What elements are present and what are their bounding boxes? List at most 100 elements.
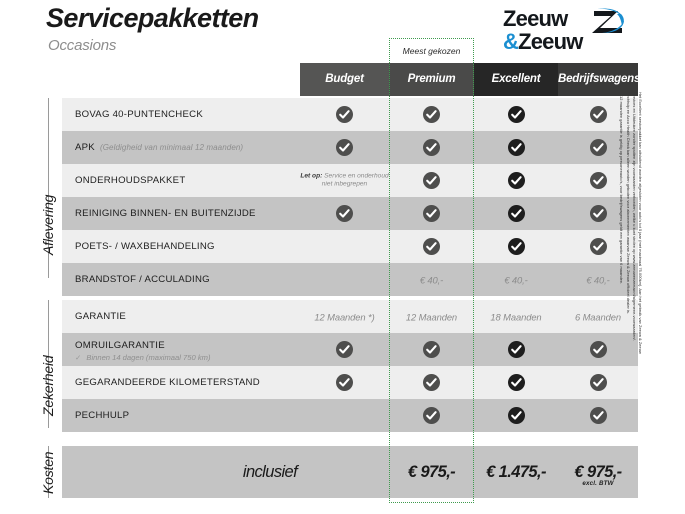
cell-budget: [300, 197, 389, 230]
cell-value: € 40,-: [419, 274, 444, 285]
table-row: REINIGING BINNEN- EN BUITENZIJDE: [62, 197, 638, 230]
check-icon: [336, 205, 353, 222]
check-icon: [336, 374, 353, 391]
section-aflevering: BOVAG 40-PUNTENCHECK APK (Geldigheid van m…: [62, 98, 638, 296]
cell-note: Let op: Service en onderhoud niet inbegr…: [300, 171, 389, 188]
column-header-budget[interactable]: Budget: [300, 63, 389, 96]
cell-excellent: [474, 197, 558, 230]
check-icon: [507, 238, 525, 255]
row-label: APK (Geldigheid van minimaal 12 maanden): [75, 141, 244, 153]
row-label: GARANTIE: [75, 310, 127, 322]
row-label: PECHHULP: [75, 409, 130, 421]
page-subtitle: Occasions: [48, 37, 117, 54]
check-icon: [423, 139, 440, 156]
row-label: BRANDSTOF / ACCULADING: [75, 273, 210, 285]
kosten-band: inclusief € 975,- € 1.475,- € 975,- excl…: [62, 446, 638, 498]
btw-note: excl. BTW: [582, 480, 614, 487]
check-icon: [423, 205, 440, 222]
cell-budget: [300, 263, 389, 296]
column-header-bar: Budget Premium Excellent Bedrijfswagens: [300, 63, 640, 96]
cell-excellent: [474, 399, 558, 432]
cell-premium: € 40,-: [389, 263, 474, 296]
cell-excellent: [474, 333, 558, 366]
price-bedrijfswagens: € 975,-: [574, 463, 622, 481]
check-icon: [423, 238, 440, 255]
logo-line-1: Zeeuw: [503, 6, 568, 31]
check-icon: [423, 106, 440, 123]
cell-bedrijfswagens: [558, 333, 638, 366]
cell-excellent: [474, 230, 558, 263]
logo-line-2: &Zeeuw: [503, 31, 643, 53]
row-label-note: (Geldigheid van minimaal 12 maanden): [99, 142, 244, 152]
row-subline: ✓ Binnen 14 dagen (maximaal 750 km): [75, 353, 211, 362]
section-label-zekerheid: Zekerheid: [40, 355, 56, 416]
price-premium: € 975,-: [407, 463, 456, 481]
cell-value: 12 Maanden *): [314, 311, 375, 322]
check-icon: [423, 341, 440, 358]
table-row: POETS- / WAXBEHANDELING: [62, 230, 638, 263]
row-label: POETS- / WAXBEHANDELING: [75, 240, 215, 252]
cell-premium: [389, 98, 474, 131]
table-row: ONDERHOUDSPAKKET Let op: Service en onder…: [62, 164, 638, 197]
cell-budget: [300, 333, 389, 366]
cell-premium: [389, 333, 474, 366]
cell-budget: [300, 98, 389, 131]
cell-bedrijfswagens: [558, 230, 638, 263]
check-icon: [423, 172, 440, 189]
cell-premium: 12 Maanden: [389, 300, 474, 333]
cell-budget: [300, 366, 389, 399]
price-excellent: € 1.475,-: [486, 463, 546, 481]
check-icon: [589, 139, 607, 156]
check-icon: [507, 407, 525, 424]
page-header: Servicepakketten Occasions Zeeuw &Zeeuw: [0, 0, 685, 60]
check-icon: [507, 172, 525, 189]
cell-premium: [389, 399, 474, 432]
cell-bedrijfswagens: [558, 399, 638, 432]
section-label-aflevering: Aflevering: [40, 194, 56, 255]
check-icon: [423, 407, 440, 424]
cell-excellent: [474, 366, 558, 399]
check-icon: [336, 139, 353, 156]
cell-bedrijfswagens: [558, 164, 638, 197]
cell-bedrijfswagens: [558, 366, 638, 399]
table-row: APK (Geldigheid van minimaal 12 maanden): [62, 131, 638, 164]
side-rule-kosten: [48, 446, 49, 498]
brand-logo: Zeeuw &Zeeuw: [503, 8, 643, 54]
check-icon: [589, 238, 607, 255]
cell-excellent: 18 Maanden: [474, 300, 558, 333]
swoosh-icon: [592, 8, 624, 33]
cell-value: 6 Maanden: [574, 311, 621, 322]
check-icon: [336, 341, 353, 358]
side-rule-zekerheid: [48, 300, 49, 428]
cell-bedrijfswagens: [558, 98, 638, 131]
column-header-bedrijfswagens[interactable]: Bedrijfswagens: [558, 63, 640, 96]
cell-bedrijfswagens: 6 Maanden: [558, 300, 638, 333]
cell-bedrijfswagens: [558, 197, 638, 230]
row-label: GEGARANDEERDE KILOMETERSTAND: [75, 376, 260, 388]
table-row: BOVAG 40-PUNTENCHECK: [62, 98, 638, 131]
check-icon: [507, 341, 525, 358]
cell-premium: [389, 230, 474, 263]
table-row: PECHHULP: [62, 399, 638, 432]
check-icon: [589, 407, 607, 424]
cell-premium: [389, 131, 474, 164]
table-row: BRANDSTOF / ACCULADING € 40,- € 40,- € 40,-: [62, 263, 638, 296]
column-header-excellent[interactable]: Excellent: [474, 63, 558, 96]
check-icon: [507, 374, 525, 391]
cell-premium: [389, 197, 474, 230]
check-icon: [507, 139, 525, 156]
fine-print: Het Excellent servicepakket kan uitsluit…: [618, 92, 643, 492]
cell-bedrijfswagens: [558, 131, 638, 164]
section-label-kosten: Kosten: [40, 451, 56, 494]
section-zekerheid: GARANTIE 12 Maanden *) 12 Maanden 18 Maande…: [62, 300, 638, 432]
check-icon: [423, 374, 440, 391]
check-icon: [589, 106, 607, 123]
table-row: GEGARANDEERDE KILOMETERSTAND: [62, 366, 638, 399]
check-icon: [507, 106, 525, 123]
cell-value: 18 Maanden: [490, 311, 542, 322]
check-icon: [507, 205, 525, 222]
cell-excellent: [474, 164, 558, 197]
row-label: REINIGING BINNEN- EN BUITENZIJDE: [75, 207, 256, 219]
column-header-premium[interactable]: Premium: [389, 63, 474, 96]
fine-print-line: Services en Uitdeuken zonder spuiten zij…: [631, 92, 637, 341]
